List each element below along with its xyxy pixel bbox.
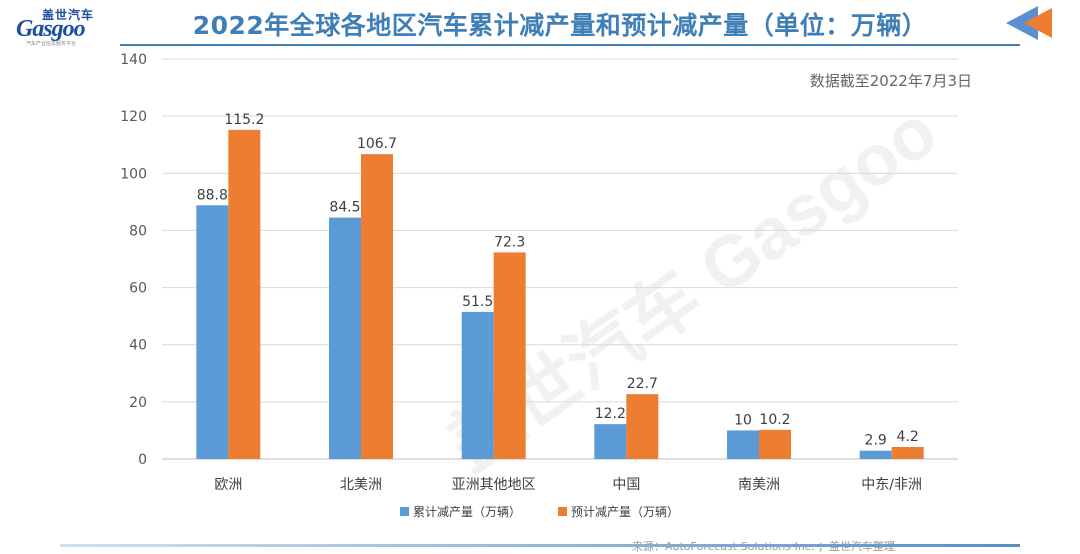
- y-tick-label: 0: [138, 452, 147, 468]
- bar-forecast: [228, 129, 261, 459]
- bar-cumulative: [727, 430, 759, 459]
- y-tick-label: 80: [129, 223, 147, 239]
- y-tick-label: 140: [120, 52, 147, 68]
- data-label: 22.7: [627, 376, 658, 392]
- data-label: 10: [734, 412, 752, 428]
- data-label: 51.5: [462, 294, 493, 310]
- legend-label: 预计减产量（万辆）: [571, 505, 679, 519]
- logo-wordmark: Gasgoo: [16, 16, 86, 42]
- bar-forecast: [361, 154, 393, 459]
- legend-swatch: [400, 507, 409, 516]
- legend-swatch: [558, 507, 567, 516]
- back-arrow-icon: [1006, 6, 1052, 40]
- bar-cumulative: [594, 424, 627, 459]
- logo-chinese-text: 盖世汽车: [42, 8, 95, 22]
- x-tick-label: 中国: [612, 477, 640, 493]
- bar-cumulative: [329, 217, 361, 459]
- data-label: 4.2: [897, 429, 919, 445]
- data-label: 115.2: [224, 112, 264, 128]
- bar-forecast: [759, 429, 791, 459]
- data-label: 88.8: [197, 187, 228, 203]
- x-tick-label: 亚洲其他地区: [452, 477, 536, 493]
- data-label: 72.3: [494, 234, 525, 250]
- data-label: 2.9: [865, 433, 887, 449]
- x-tick-label: 北美洲: [340, 477, 382, 493]
- y-tick-label: 40: [129, 338, 147, 354]
- y-tick-label: 60: [129, 281, 147, 297]
- y-tick-label: 100: [120, 166, 147, 182]
- bar-forecast: [626, 394, 659, 459]
- data-label: 12.2: [595, 406, 626, 422]
- bar-forecast: [493, 252, 526, 459]
- bar-cumulative: [196, 205, 229, 459]
- bottom-divider: [60, 544, 1020, 547]
- title-divider: [120, 44, 1020, 46]
- data-label: 106.7: [357, 136, 397, 152]
- data-label: 10.2: [759, 412, 790, 428]
- logo-tagline: 汽车产业信息服务平台: [26, 41, 77, 47]
- bar-cumulative: [859, 450, 892, 459]
- data-label: 84.5: [329, 200, 360, 216]
- data-date-note: 数据截至2022年7月3日: [809, 72, 972, 90]
- bar-cumulative: [461, 311, 494, 459]
- page-title: 2022年全球各地区汽车累计减产量和预计减产量（单位：万辆）: [192, 11, 928, 40]
- x-tick-label: 中东/非洲: [861, 477, 922, 493]
- y-tick-label: 120: [120, 109, 147, 125]
- gasgoo-logo: 盖世汽车 Gasgoo 汽车产业信息服务平台: [12, 6, 120, 48]
- legend-label: 累计减产量（万辆）: [413, 505, 521, 519]
- x-tick-label: 南美洲: [738, 477, 780, 493]
- y-tick-label: 20: [129, 395, 147, 411]
- x-tick-label: 欧洲: [214, 477, 242, 493]
- bar-forecast: [891, 447, 924, 459]
